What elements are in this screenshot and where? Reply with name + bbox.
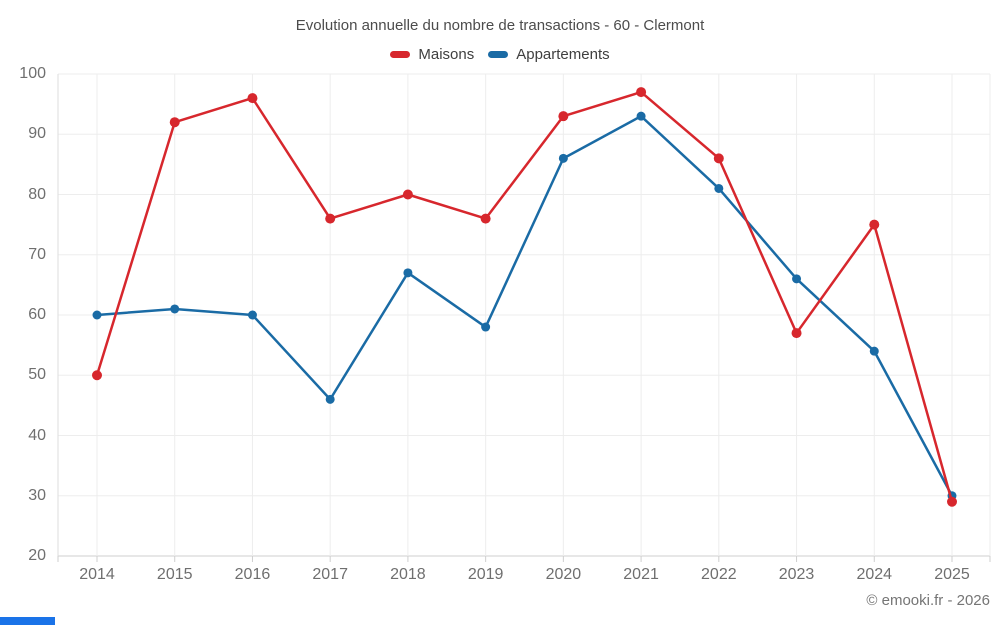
point-appartements-2022[interactable] <box>714 183 724 193</box>
x-axis-label: 2023 <box>778 566 815 583</box>
copyright-text: © emooki.fr - 2026 <box>866 592 990 609</box>
point-maisons-2023[interactable] <box>791 328 802 339</box>
point-appartements-2019[interactable] <box>481 322 491 332</box>
point-maisons-2017[interactable] <box>325 213 336 224</box>
y-axis-label: 60 <box>28 306 46 323</box>
point-maisons-2024[interactable] <box>869 219 880 230</box>
legend-label-appartements: Appartements <box>516 46 610 63</box>
series-line-appartements <box>95 114 954 497</box>
legend-label-maisons: Maisons <box>418 46 475 63</box>
point-maisons-2014[interactable] <box>92 370 102 381</box>
point-appartements-2018[interactable] <box>403 268 413 278</box>
x-axis-label: 2024 <box>856 566 893 583</box>
y-axis-label: 80 <box>28 185 46 203</box>
y-axis-label: 90 <box>28 125 46 143</box>
point-maisons-2015[interactable] <box>169 117 180 128</box>
chart-legend: Maisons Appartements <box>0 46 1000 63</box>
x-axis-label: 2022 <box>701 566 737 583</box>
legend-item-appartements[interactable]: Appartements <box>488 46 610 63</box>
point-appartements-2016[interactable] <box>247 310 257 320</box>
y-axis-label: 70 <box>28 245 46 263</box>
point-maisons-2016[interactable] <box>247 93 258 104</box>
point-maisons-2020[interactable] <box>558 111 569 122</box>
x-axis-label: 2025 <box>934 566 970 583</box>
y-axis-label: 50 <box>28 366 46 384</box>
y-axis-label: 100 <box>19 65 46 82</box>
x-axis-label: 2014 <box>79 566 115 583</box>
x-axis-label: 2015 <box>156 566 193 583</box>
point-maisons-2018[interactable] <box>402 189 413 200</box>
y-axis-label: 40 <box>28 426 46 444</box>
legend-item-maisons[interactable]: Maisons <box>390 46 474 63</box>
point-appartements-2024[interactable] <box>869 346 879 356</box>
chart-title: Evolution annuelle du nombre de transact… <box>295 17 705 34</box>
x-axis-label: 2019 <box>467 566 504 583</box>
bottom-accent-bar <box>0 617 55 625</box>
legend-swatch-maisons-icon <box>390 51 411 58</box>
point-appartements-2021[interactable] <box>636 111 646 121</box>
point-maisons-2019[interactable] <box>480 213 491 224</box>
x-axis-label: 2017 <box>312 566 348 583</box>
point-appartements-2017[interactable] <box>325 394 335 404</box>
point-maisons-2021[interactable] <box>636 87 647 98</box>
y-axis-label: 30 <box>28 486 46 504</box>
x-axis-label: 2016 <box>234 566 271 583</box>
y-axis-label: 20 <box>28 547 46 564</box>
series-line-maisons <box>95 90 954 504</box>
point-appartements-2014[interactable] <box>92 310 102 320</box>
point-maisons-2025[interactable] <box>947 496 957 507</box>
point-appartements-2020[interactable] <box>558 153 568 163</box>
x-axis-label: 2021 <box>623 566 659 583</box>
legend-swatch-appartements-icon <box>488 51 509 58</box>
point-appartements-2015[interactable] <box>170 304 180 314</box>
x-axis-label: 2020 <box>545 566 582 583</box>
point-maisons-2022[interactable] <box>713 153 724 164</box>
point-appartements-2023[interactable] <box>792 274 802 284</box>
x-axis-label: 2018 <box>390 566 426 583</box>
